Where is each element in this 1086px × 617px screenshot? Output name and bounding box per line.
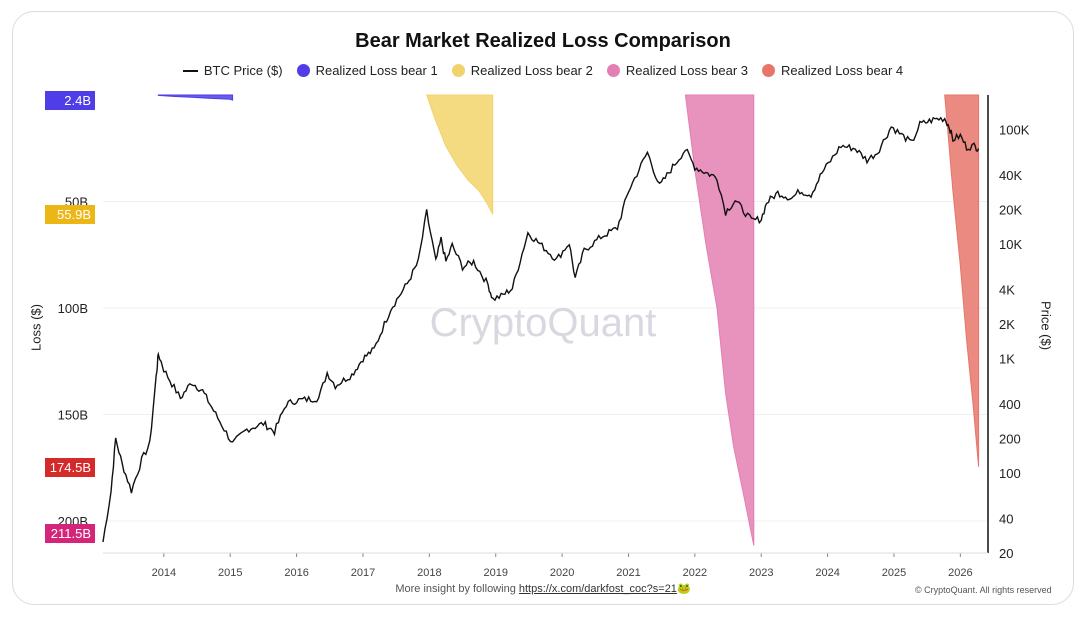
x-tick-label: 2023	[749, 567, 773, 579]
x-tick-label: 2018	[417, 567, 441, 579]
chart-legend: BTC Price ($) Realized Loss bear 1 Reali…	[0, 63, 1086, 78]
legend-dot-icon	[762, 64, 775, 77]
x-tick-label: 2022	[683, 567, 707, 579]
max-loss-tag: 55.9B	[45, 205, 95, 225]
y-right-tick-label: 10K	[999, 237, 1022, 252]
x-tick-label: 2021	[616, 567, 640, 579]
y-left-tick-label: 150B	[58, 408, 88, 423]
btc-price-line	[102, 116, 980, 543]
x-tick-label: 2016	[284, 567, 308, 579]
y-right-tick-label: 4K	[999, 283, 1015, 298]
y-right-tick-label: 100	[999, 466, 1021, 481]
footer: More insight by following https://x.com/…	[0, 582, 1086, 595]
y-right-tick-label: 2K	[999, 317, 1015, 332]
legend-line-icon	[182, 69, 198, 72]
loss-area-bear2	[425, 94, 494, 215]
x-tick-label: 2024	[815, 567, 839, 579]
y-right-tick-label: 20	[999, 546, 1013, 561]
y-right-tick-label: 40K	[999, 168, 1022, 183]
legend-label-bear1: Realized Loss bear 1	[315, 63, 438, 78]
legend-label-bear4: Realized Loss bear 4	[781, 63, 904, 78]
copyright: © CryptoQuant. All rights reserved	[915, 585, 1052, 595]
loss-area-bear1	[157, 94, 234, 101]
x-tick-label: 2014	[152, 567, 176, 579]
legend-item-bear2[interactable]: Realized Loss bear 2	[451, 63, 593, 78]
y-right-tick-label: 200	[999, 432, 1021, 447]
legend-label-bear2: Realized Loss bear 2	[470, 63, 593, 78]
max-loss-tag: 211.5B	[45, 524, 95, 543]
y-right-tick-label: 20K	[999, 203, 1022, 218]
legend-item-bear1[interactable]: Realized Loss bear 1	[296, 63, 438, 78]
legend-item-bear4[interactable]: Realized Loss bear 4	[762, 63, 903, 78]
legend-item-price[interactable]: BTC Price ($)	[182, 63, 283, 78]
footer-text: More insight by following	[395, 583, 516, 595]
watermark: CryptoQuant	[430, 301, 657, 345]
legend-dot-icon	[606, 64, 620, 77]
legend-dot-icon	[296, 64, 310, 77]
max-loss-tag: 174.5B	[45, 457, 95, 477]
loss-area-bear4	[944, 94, 980, 467]
max-loss-tag: 2.4B	[45, 91, 95, 111]
x-tick-label: 2017	[351, 567, 375, 579]
legend-dot-icon	[451, 64, 465, 77]
x-tick-label: 2025	[882, 567, 906, 579]
loss-area-bear3	[684, 94, 755, 546]
y-right-tick-label: 400	[999, 397, 1021, 412]
x-tick-label: 2026	[948, 567, 972, 579]
chart-title: Bear Market Realized Loss Comparison	[355, 30, 731, 52]
x-tick-label: 2020	[550, 567, 574, 579]
legend-label-price: BTC Price ($)	[203, 63, 283, 78]
y-right-tick-label: 40	[999, 512, 1013, 527]
footer-link[interactable]: https://x.com/darkfost_coc?s=21	[518, 583, 677, 595]
legend-label-bear3: Realized Loss bear 3	[625, 63, 748, 78]
y-right-tick-label: 100K	[999, 122, 1030, 137]
x-tick-label: 2019	[483, 567, 507, 579]
x-tick-label: 2015	[218, 567, 242, 579]
y-left-tick-label: 100B	[58, 301, 88, 316]
frog-icon: 🐸	[676, 583, 691, 595]
y-right-tick-label: 1K	[999, 351, 1015, 366]
legend-item-bear3[interactable]: Realized Loss bear 3	[606, 63, 748, 78]
